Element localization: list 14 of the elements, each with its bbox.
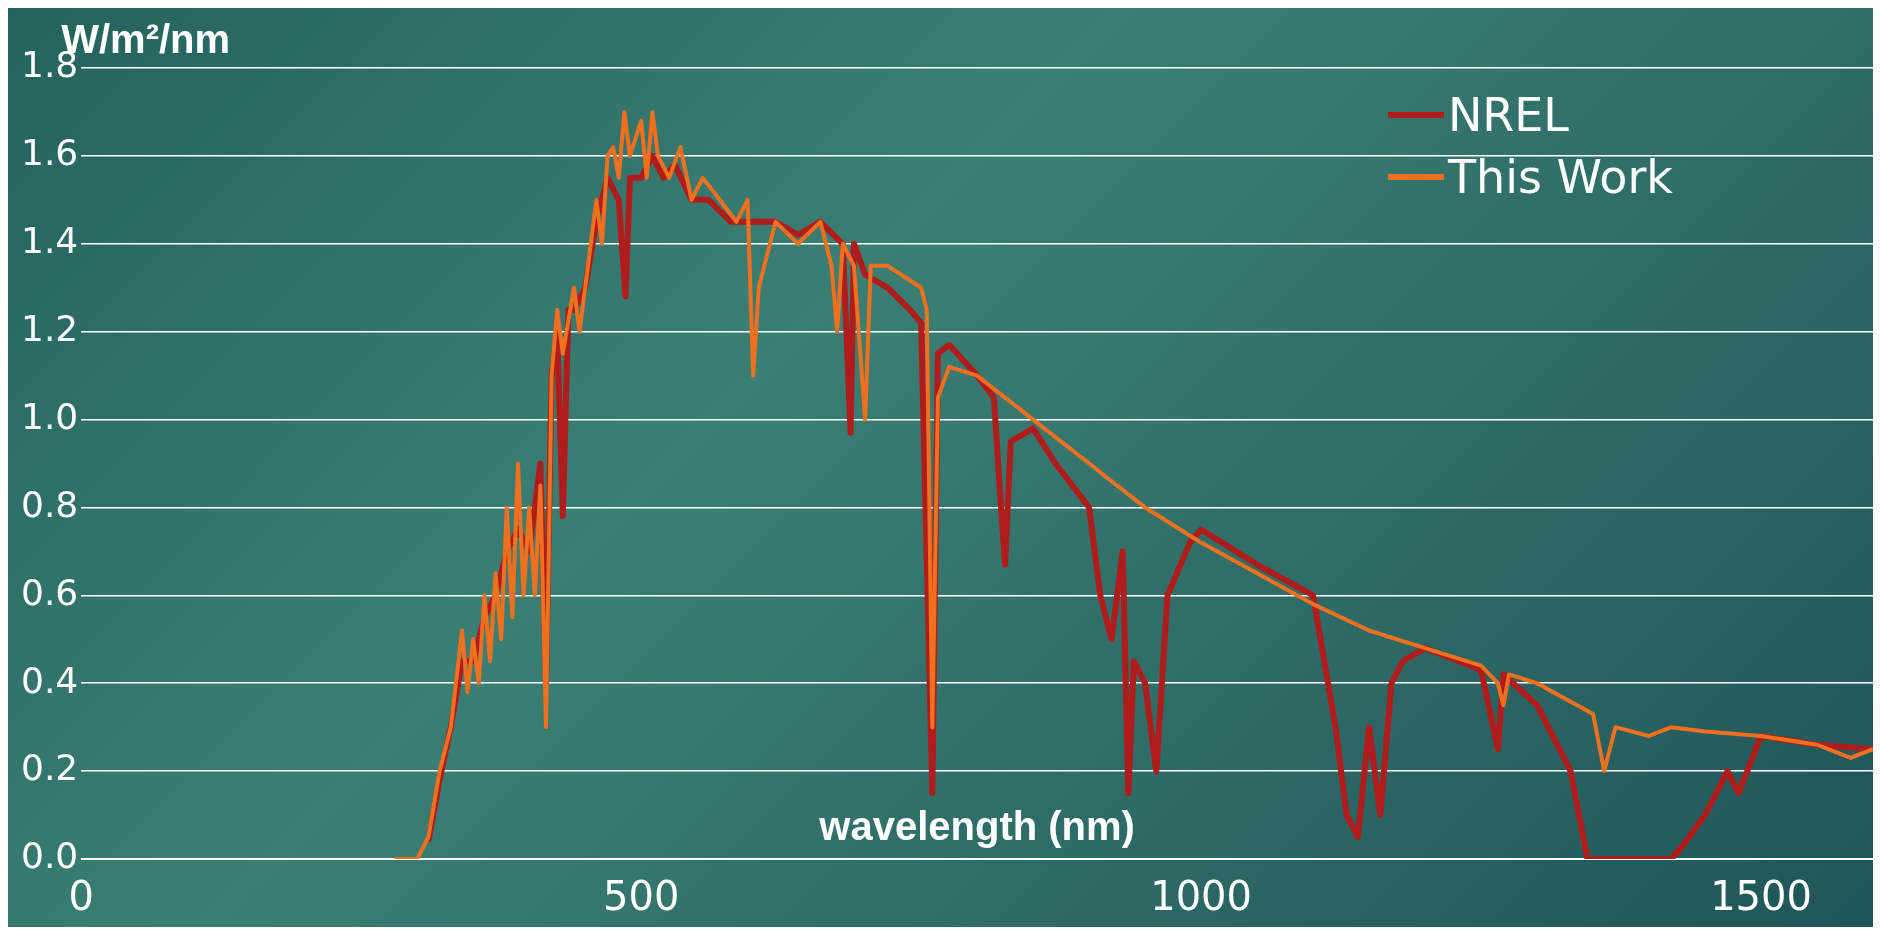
y-tick-label: 0.2 bbox=[20, 747, 79, 789]
y-tick-label: 1.2 bbox=[20, 308, 79, 350]
y-tick-label: 1.4 bbox=[20, 220, 79, 262]
legend-label: This Work bbox=[1447, 150, 1673, 204]
legend-label: NREL bbox=[1447, 88, 1569, 142]
x-tick-label: 500 bbox=[602, 873, 680, 920]
y-tick-label: 1.6 bbox=[20, 132, 79, 174]
y-tick-label: 0.6 bbox=[20, 571, 79, 613]
x-tick-label: 1500 bbox=[1710, 873, 1812, 920]
x-axis-title: wavelength (nm) bbox=[818, 804, 1135, 849]
y-tick-label: 1.0 bbox=[20, 395, 79, 437]
y-tick-label: 0.8 bbox=[20, 483, 79, 525]
y-tick-label: 0.4 bbox=[20, 659, 79, 701]
x-tick-label: 1000 bbox=[1150, 873, 1252, 920]
